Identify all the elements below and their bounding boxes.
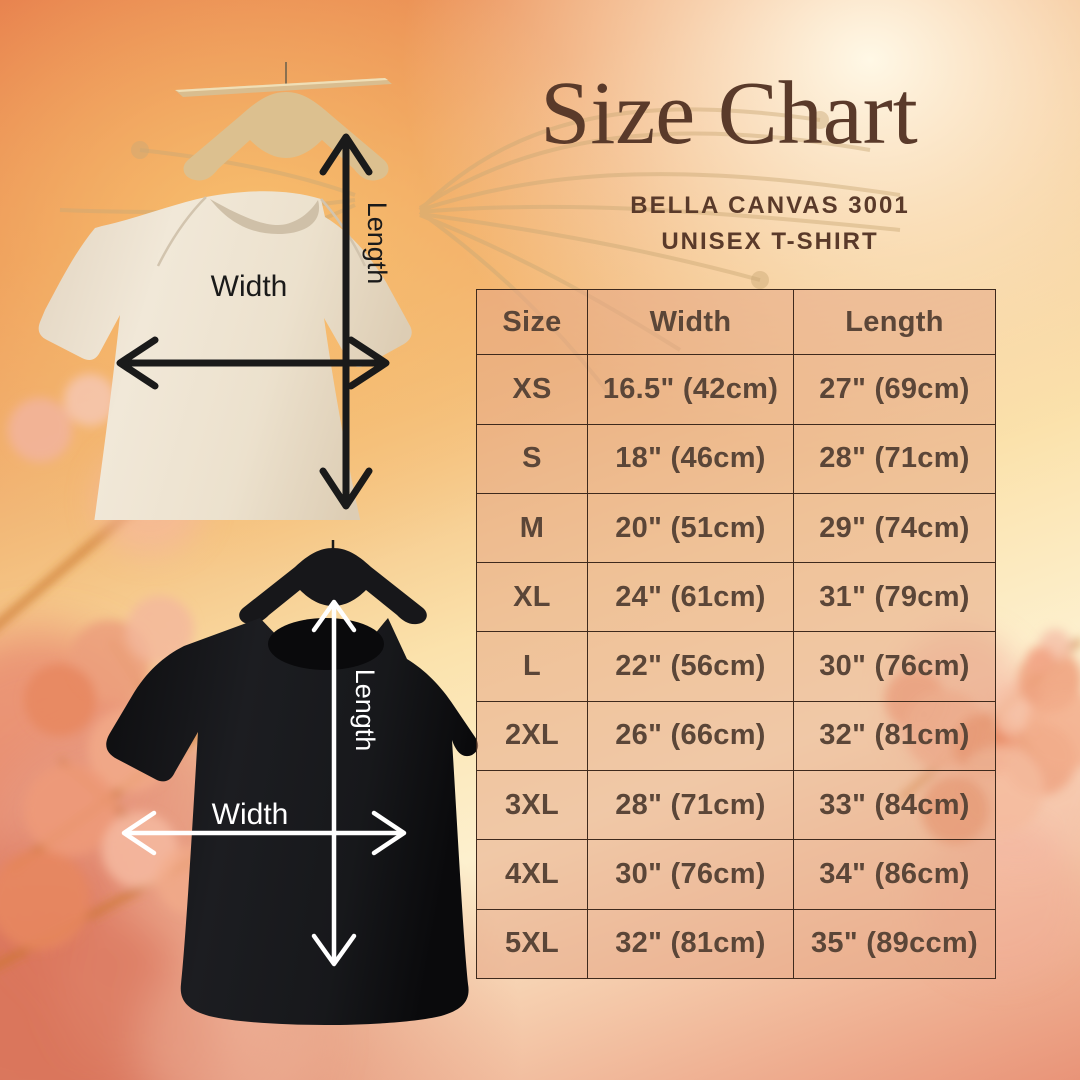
svg-text:Width: Width bbox=[212, 798, 289, 831]
svg-text:Length: Length bbox=[350, 669, 380, 752]
